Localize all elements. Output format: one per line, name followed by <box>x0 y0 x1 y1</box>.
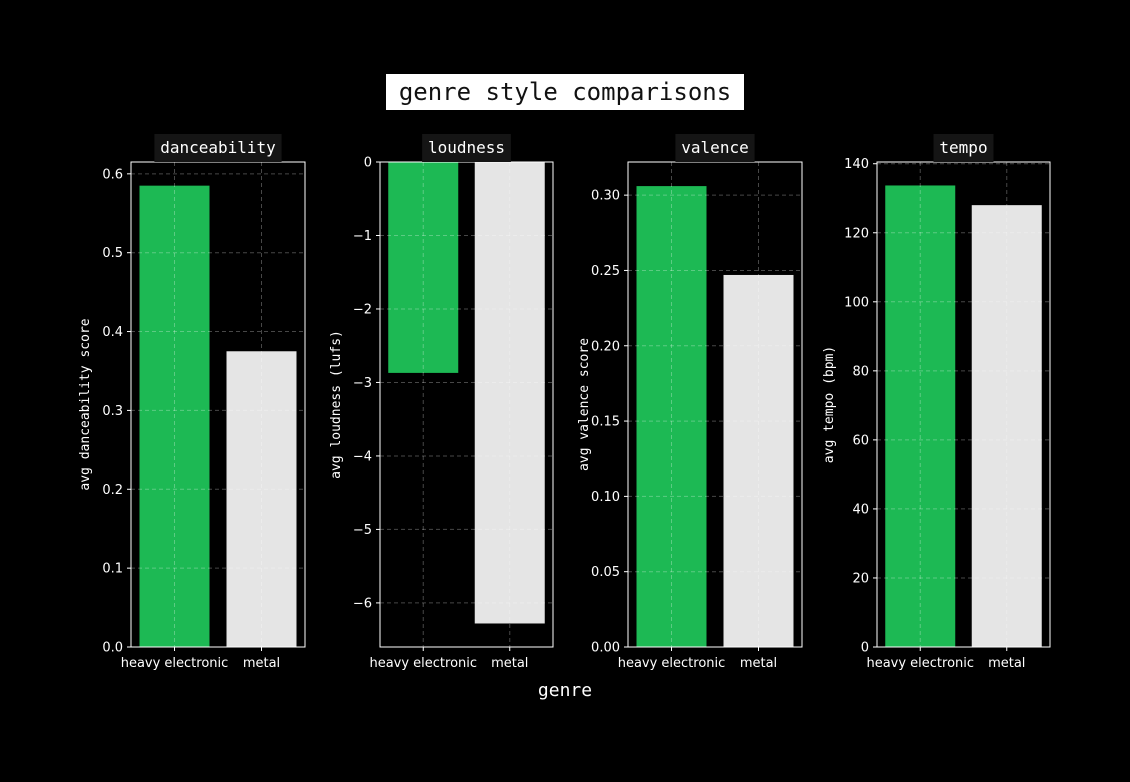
y-axis-label: avg loudness (lufs) <box>329 330 344 479</box>
y-axis-label: avg valence score <box>577 338 592 471</box>
y-tick-label: 100 <box>844 295 869 310</box>
y-tick-label: 0.0 <box>102 641 123 656</box>
y-tick-label: 0.30 <box>591 189 620 204</box>
x-tick-label: heavy electronic <box>866 656 974 671</box>
x-tick-label: metal <box>740 656 777 671</box>
y-tick-label: 0 <box>364 156 372 171</box>
x-tick-label: metal <box>491 656 528 671</box>
y-tick-label: 0.3 <box>102 404 123 419</box>
y-tick-label: 40 <box>852 502 869 517</box>
y-tick-label: 0.15 <box>591 415 620 430</box>
y-tick-label: −1 <box>353 229 372 244</box>
y-tick-label: 0.10 <box>591 490 620 505</box>
subplot-title-box <box>933 134 994 162</box>
y-tick-label: 140 <box>844 157 869 172</box>
y-tick-label: −4 <box>353 449 372 464</box>
x-tick-label: heavy electronic <box>618 656 726 671</box>
subplot-title-box <box>675 134 755 162</box>
subplot-3: 0.00 0.05 0.10 0.15 0.20 0.25 0.30 heavy electr… <box>577 134 803 671</box>
subplot-4: 0 20 40 60 80 100 120 140 heavy electronic metal a… <box>822 134 1051 671</box>
y-axis-label: avg danceability score <box>78 318 93 490</box>
y-tick-label: 0.1 <box>102 562 123 577</box>
bar-metal <box>971 205 1042 647</box>
y-tick-label: 0.6 <box>102 167 123 182</box>
bar-heavy-electronic <box>636 186 707 648</box>
subplot-title-box <box>154 134 282 162</box>
y-tick-label: −6 <box>353 596 372 611</box>
figure-title-box: genre style comparisons <box>386 74 744 110</box>
bar-heavy-electronic <box>388 162 459 373</box>
bar-metal <box>723 274 794 647</box>
subplot-1: 0.0 0.1 0.2 0.3 0.4 0.5 0.6 heavy electronic met… <box>78 134 306 671</box>
y-tick-label: 20 <box>852 571 869 586</box>
x-tick-label: metal <box>243 656 280 671</box>
bar-heavy-electronic <box>139 185 210 647</box>
subplot-title: valence <box>681 138 748 157</box>
subplot-2: 0 −1 −2 −3 −4 −5 −6 heavy electronic metal avg lo… <box>329 134 554 671</box>
y-tick-label: −2 <box>353 302 372 317</box>
common-x-axis-label: genre <box>537 680 593 701</box>
y-tick-label: 0.2 <box>102 483 123 498</box>
subplot-title: loudness <box>428 138 505 157</box>
y-tick-label: 0.4 <box>102 325 123 340</box>
y-tick-label: −3 <box>353 376 372 391</box>
subplot-title: danceability <box>160 138 276 157</box>
y-tick-label: 0.05 <box>591 565 620 580</box>
y-tick-label: 120 <box>844 226 869 241</box>
x-tick-label: heavy electronic <box>121 656 229 671</box>
subplot-title-box <box>422 134 511 162</box>
subplot-title: tempo <box>939 138 987 157</box>
y-tick-label: 60 <box>852 433 869 448</box>
y-tick-label: 80 <box>852 364 869 379</box>
bar-metal <box>474 162 545 624</box>
y-tick-label: 0 <box>861 641 869 656</box>
y-tick-label: 0.5 <box>102 246 123 261</box>
x-tick-label: heavy electronic <box>369 656 477 671</box>
y-tick-label: 0.25 <box>591 264 620 279</box>
y-tick-label: 0.00 <box>591 641 620 656</box>
bar-heavy-electronic <box>885 185 956 647</box>
y-tick-label: 0.20 <box>591 339 620 354</box>
bar-metal <box>226 351 297 647</box>
y-axis-label: avg tempo (bpm) <box>822 346 837 463</box>
y-tick-label: −5 <box>353 523 372 538</box>
figure-title: genre style comparisons <box>398 78 732 106</box>
x-tick-label: metal <box>988 656 1025 671</box>
